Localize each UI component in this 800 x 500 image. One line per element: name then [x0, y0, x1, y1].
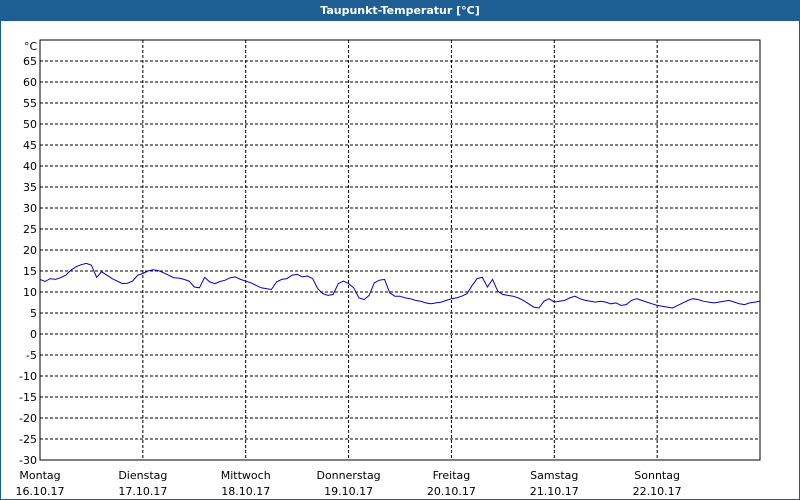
x-tick-date: 20.10.17: [427, 485, 476, 498]
x-tick-date: 18.10.17: [221, 485, 270, 498]
y-tick-label: 40: [23, 160, 37, 173]
x-tick-day: Samstag: [530, 469, 578, 482]
x-tick-date: 16.10.17: [16, 485, 65, 498]
y-tick-label: 45: [23, 139, 37, 152]
x-tick-date: 21.10.17: [530, 485, 579, 498]
y-tick-label: 20: [23, 244, 37, 257]
grid-lines: [40, 40, 760, 460]
x-tick-day: Sonntag: [634, 469, 680, 482]
x-axis: Montag 16.10.17 Dienstag 17.10.17 Mittwoch 18…: [16, 469, 682, 498]
x-tick-day: Freitag: [433, 469, 471, 482]
y-tick-label: -30: [19, 454, 37, 467]
y-tick-label: 0: [30, 328, 37, 341]
y-tick-label: -5: [26, 349, 37, 362]
y-tick-label: -15: [19, 391, 37, 404]
x-tick-date: 22.10.17: [633, 485, 682, 498]
x-tick-date: 17.10.17: [118, 485, 167, 498]
y-axis-unit: °C: [24, 40, 38, 53]
series-group: [39, 262, 761, 309]
x-tick-day: Donnerstag: [316, 469, 380, 482]
y-tick-label: 60: [23, 76, 37, 89]
y-tick-label: -25: [19, 433, 37, 446]
chart-title: Taupunkt-Temperatur [°C]: [1, 1, 799, 21]
x-tick-day: Dienstag: [118, 469, 167, 482]
y-tick-label: 50: [23, 118, 37, 131]
y-tick-label: 25: [23, 223, 37, 236]
dewpoint-series-line: [39, 262, 761, 309]
y-axis: °C 65605550454035302520151050-5-10-15-20…: [19, 40, 37, 467]
y-tick-label: 65: [23, 55, 37, 68]
y-tick-label: 35: [23, 181, 37, 194]
y-tick-label: 5: [30, 307, 37, 320]
y-tick-label: 55: [23, 97, 37, 110]
x-tick-day: Montag: [19, 469, 60, 482]
x-tick-day: Mittwoch: [221, 469, 271, 482]
y-tick-label: 10: [23, 286, 37, 299]
y-tick-label: -20: [19, 412, 37, 425]
y-tick-label: 30: [23, 202, 37, 215]
y-tick-label: -10: [19, 370, 37, 383]
x-tick-date: 19.10.17: [324, 485, 373, 498]
y-tick-label: 15: [23, 265, 37, 278]
